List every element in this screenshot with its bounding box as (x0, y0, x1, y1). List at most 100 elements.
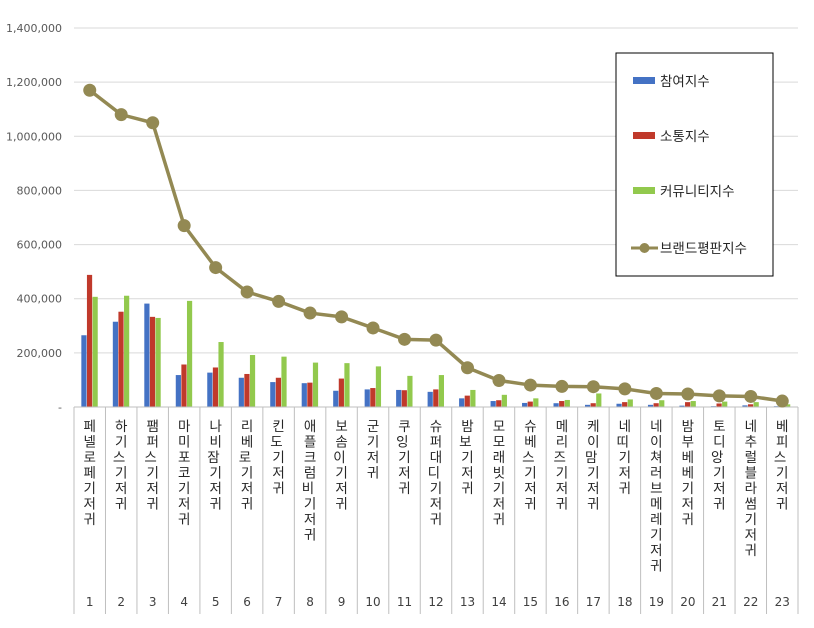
bar-2 (307, 382, 313, 407)
line-point (712, 389, 726, 403)
bar-3 (533, 398, 539, 407)
line-point (492, 373, 506, 387)
rank-label: 2 (117, 595, 125, 609)
rank-label: 6 (243, 595, 251, 609)
bar-1 (207, 372, 213, 407)
line-point (523, 378, 537, 392)
y-tick-label: 200,000 (17, 347, 63, 360)
bar-3 (155, 317, 161, 407)
legend-marker (639, 243, 650, 253)
legend-swatch (633, 132, 655, 139)
bar-2 (86, 274, 93, 407)
legend-box (615, 52, 774, 277)
bar-1 (112, 321, 119, 407)
bar-2 (653, 403, 659, 407)
line-point (272, 294, 286, 308)
bar-3 (186, 300, 193, 407)
rank-label: 1 (86, 595, 94, 609)
rank-label: 21 (712, 595, 727, 609)
bar-2 (401, 390, 407, 407)
bar-2 (527, 401, 533, 407)
bar-2 (181, 364, 187, 407)
gridlines (74, 27, 798, 354)
bar-3 (501, 394, 507, 407)
y-tick-label: 1,200,000 (6, 76, 62, 89)
legend-swatch (633, 77, 655, 84)
bar-1 (175, 375, 181, 407)
rank-label: 3 (149, 595, 157, 609)
line-point (649, 386, 663, 400)
bar-2 (464, 395, 470, 407)
line-point (775, 394, 789, 408)
bar-1 (333, 390, 339, 407)
bar-2 (622, 402, 628, 407)
rank-label: 14 (491, 595, 506, 609)
line-point (744, 389, 758, 403)
y-axis: - 200,000 400,000 600,000 800,000 1,000,000 1,… (6, 22, 62, 414)
bar-3 (218, 342, 224, 407)
bar-3 (690, 401, 696, 407)
line-point (303, 306, 317, 320)
bar-marks (81, 274, 791, 407)
bar-1 (616, 403, 622, 407)
legend-label: 커뮤니티지수 (660, 184, 735, 200)
bar-1 (584, 404, 591, 407)
bar-3 (249, 355, 256, 407)
bar-3 (438, 375, 444, 407)
bar-3 (722, 401, 728, 407)
bar-1 (81, 335, 87, 407)
bar-2 (747, 404, 754, 407)
y-tick-label: 600,000 (17, 239, 63, 252)
rank-label: 20 (680, 595, 695, 609)
bar-1 (270, 382, 276, 407)
bar-2 (244, 373, 250, 407)
line-point (114, 108, 128, 122)
y-tick-label: 1,400,000 (6, 22, 62, 35)
rank-label: 13 (460, 595, 475, 609)
legend-label: 브랜드평판지수 (660, 241, 747, 257)
bar-1 (742, 405, 748, 407)
line-point (460, 361, 474, 375)
bar-1 (490, 401, 496, 407)
rank-label: 8 (306, 595, 314, 609)
bar-2 (212, 367, 219, 407)
bar-2 (559, 401, 565, 407)
y-tick-label: 800,000 (17, 184, 63, 197)
bar-1 (301, 383, 307, 407)
y-tick-label: 1,000,000 (6, 130, 62, 143)
line-point (681, 387, 695, 401)
rank-label: 19 (649, 595, 664, 609)
bar-3 (596, 393, 602, 407)
legend-label: 참여지수 (660, 74, 710, 90)
bar-2 (716, 403, 722, 407)
bar-3 (659, 400, 665, 407)
bar-1 (144, 303, 150, 407)
category-labels: 페 넬 로 페 기 저 귀 1 하 기 스 기 저 귀 2 팸 퍼 스 기 저 귀 3 마 미 포 코 기 저 귀 4 나 비 잠 기 저 귀 5… (84, 419, 791, 609)
bar-2 (149, 316, 156, 407)
line-point (240, 285, 254, 299)
bar-1 (427, 391, 433, 407)
bar-2 (338, 378, 344, 407)
bar-3 (785, 404, 791, 407)
bar-1 (553, 403, 559, 407)
bar-3 (564, 399, 570, 407)
rank-label: 12 (428, 595, 443, 609)
